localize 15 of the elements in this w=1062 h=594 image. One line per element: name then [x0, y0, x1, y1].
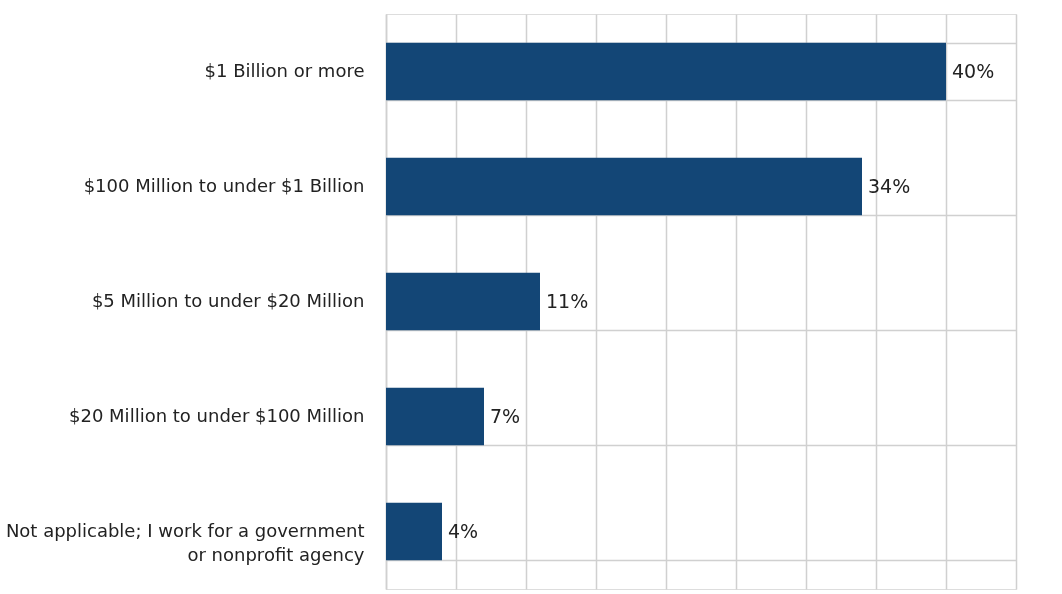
- bar: [386, 42, 946, 101]
- data-label: 34%: [868, 174, 911, 197]
- data-label: 4%: [448, 519, 479, 542]
- bar: [386, 502, 442, 561]
- bar: [386, 157, 862, 216]
- y-tick-label: Not applicable; I work for a government or nonprofit agency: [5, 520, 365, 565]
- data-label: 11%: [546, 289, 589, 312]
- y-tick-label: $1 Billion or more: [204, 60, 365, 81]
- bar: [386, 387, 484, 446]
- bar: [386, 272, 540, 331]
- y-tick-label: $100 Million to under $1 Billion: [83, 175, 365, 196]
- data-label: 7%: [490, 404, 521, 427]
- y-tick-label: $20 Million to under $100 Million: [69, 405, 365, 426]
- data-label: 40%: [952, 59, 995, 82]
- y-tick-label: $5 Million to under $20 Million: [91, 290, 365, 311]
